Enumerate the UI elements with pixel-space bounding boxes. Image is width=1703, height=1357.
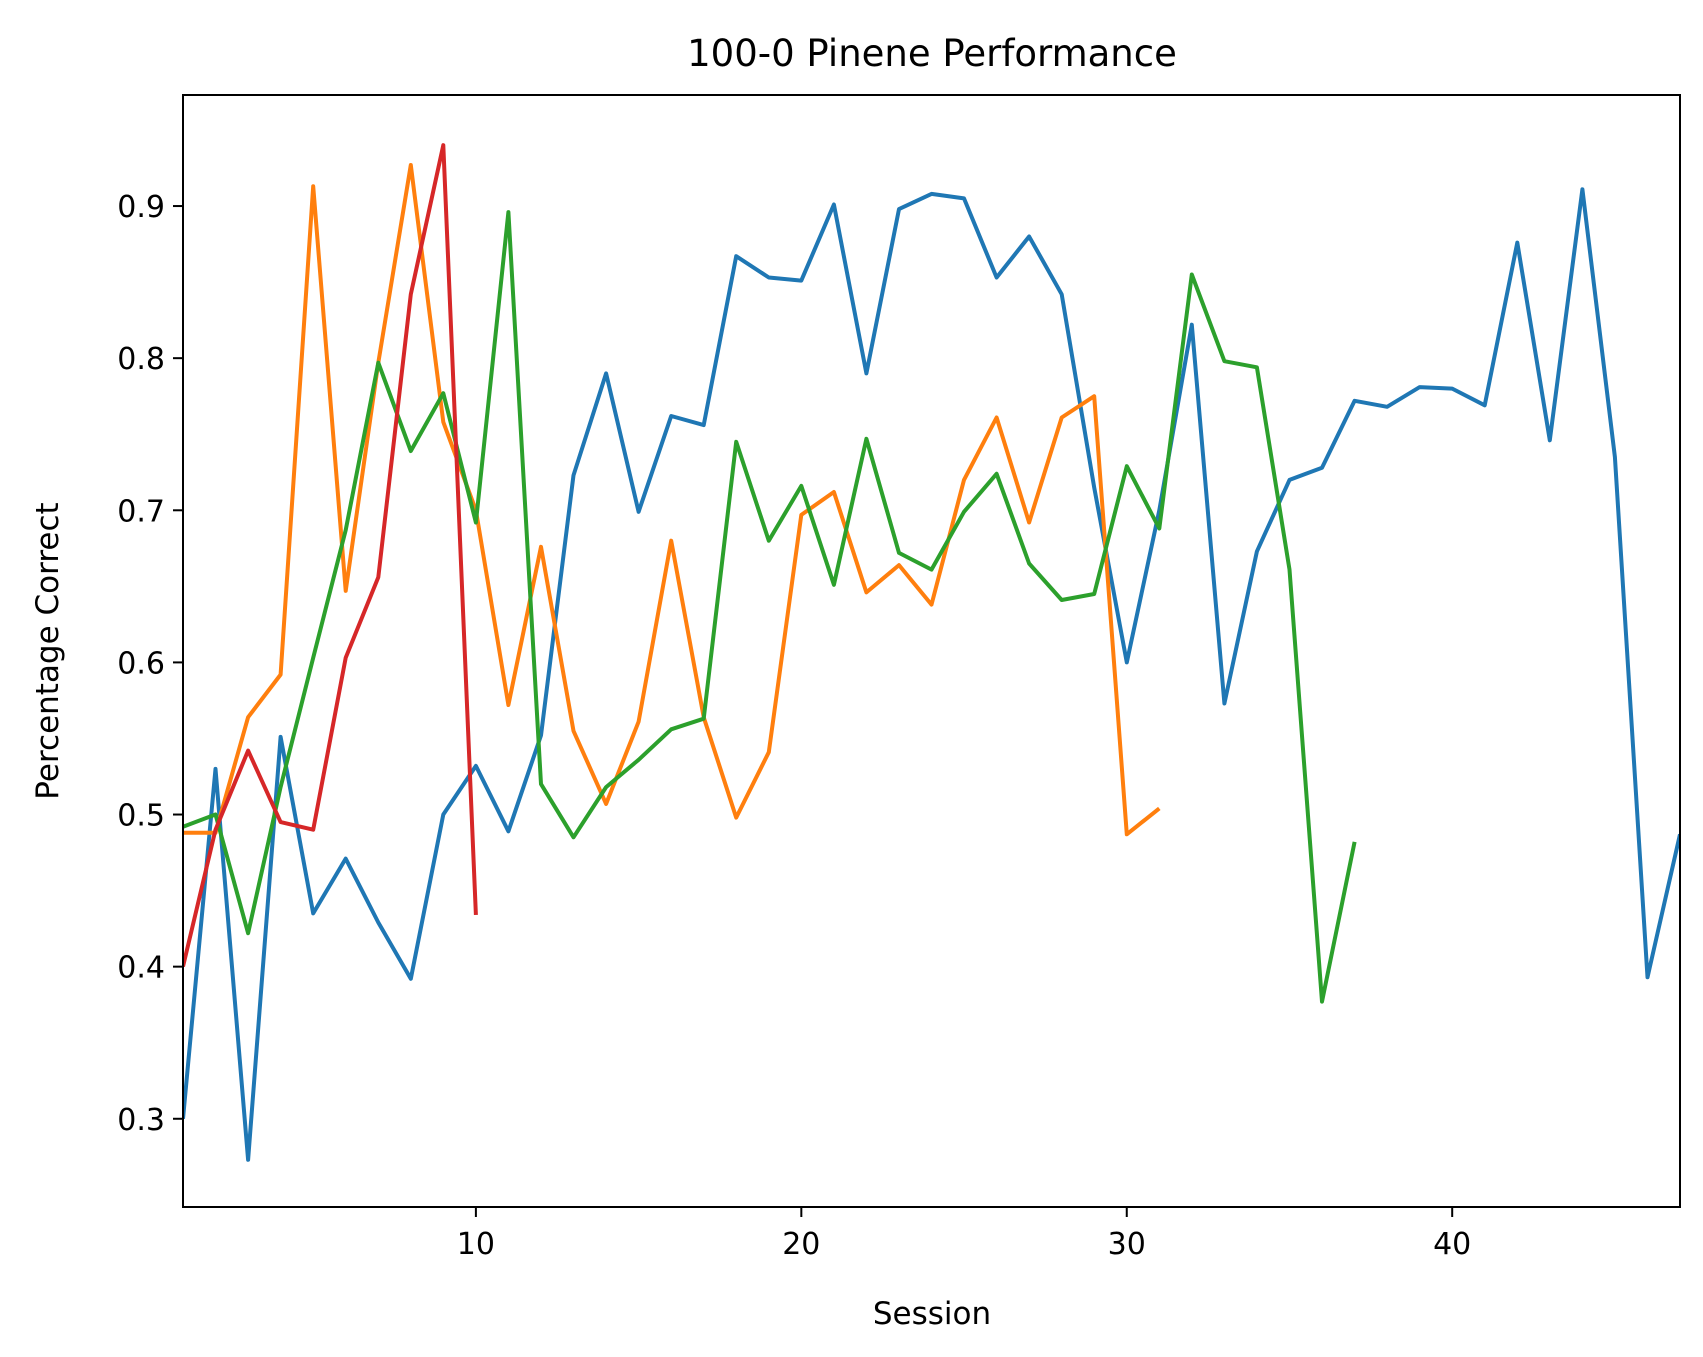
x-tick-label: 40 <box>1433 1227 1471 1262</box>
x-tick-label: 30 <box>1108 1227 1146 1262</box>
y-axis-label: Percentage Correct <box>30 502 66 799</box>
series-line-4 <box>183 143 478 968</box>
y-tick-label: 0.4 <box>117 951 165 986</box>
series-line-2 <box>183 163 1161 837</box>
x-axis-label: Session <box>873 1296 991 1332</box>
x-tick-label: 20 <box>782 1227 820 1262</box>
x-axis-ticks: 10 20 30 40 <box>457 1207 1471 1262</box>
y-tick-label: 0.5 <box>117 799 165 834</box>
plot-area: 10 20 30 40 0.3 0.4 0.5 0.6 0.7 0.8 0.9 <box>117 94 1681 1262</box>
series-line-3 <box>183 210 1357 1004</box>
y-tick-label: 0.3 <box>117 1103 165 1138</box>
y-tick-label: 0.8 <box>117 342 165 377</box>
x-tick-label: 10 <box>457 1227 495 1262</box>
y-tick-label: 0.7 <box>117 494 165 529</box>
chart-title: 100-0 Pinene Performance <box>687 32 1177 75</box>
series-line-1 <box>183 187 1680 1162</box>
series-layer <box>183 143 1680 1162</box>
y-axis-ticks: 0.3 0.4 0.5 0.6 0.7 0.8 0.9 <box>117 190 183 1138</box>
y-tick-label: 0.6 <box>117 646 165 681</box>
plot-frame <box>182 94 1681 1208</box>
y-tick-label: 0.9 <box>117 190 165 225</box>
